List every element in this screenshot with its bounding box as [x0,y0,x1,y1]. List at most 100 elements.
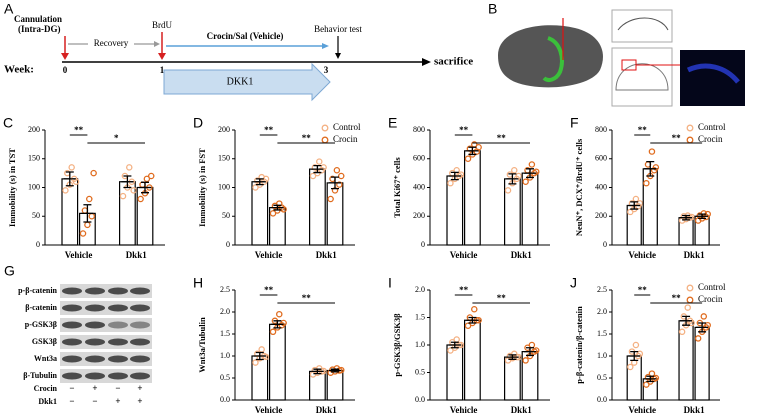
error-bar [448,341,461,349]
data-point [528,341,536,349]
data-point [652,374,660,382]
legend-label: Control [698,282,726,292]
week-label: Week: [4,64,34,76]
data-point [86,195,93,203]
bar [626,355,642,401]
data-point [515,172,522,180]
legend-marker [321,124,329,132]
data-point [464,155,472,162]
data-point [528,161,536,168]
data-point [464,322,472,329]
blot-band [62,355,82,363]
legend-marker [686,296,694,304]
data-point [62,187,69,194]
data-point [506,171,514,178]
data-point [627,363,634,371]
y-axis-label: Immobility (s) in TST [7,148,17,227]
y-axis-label: p-GSK3β/GSK3β [392,313,402,377]
y-tick-label: 0.5 [415,367,425,376]
y-tick-label: 800 [595,125,607,134]
data-point [532,347,540,354]
error-bar [680,315,693,326]
y-tick-label: 2.5 [597,285,607,294]
error-bar [139,181,151,194]
y-tick-label: 600 [413,154,425,163]
error-bar [311,368,324,375]
data-point [453,336,460,343]
data-point [320,164,327,171]
significance-label: ** [264,125,274,135]
data-point [648,148,656,155]
legend-marker [686,136,694,144]
data-point [532,168,540,175]
error-bar [506,173,519,185]
legend-label: Crocin [698,134,723,144]
data-point [137,195,144,203]
y-tick-label: 2.0 [597,307,607,316]
error-bar [628,201,641,210]
arrow-head [335,53,341,59]
arrow-head [322,43,329,49]
blot-row-label: β-catenin [25,303,57,312]
significance-label: ** [74,125,84,135]
bar [269,323,286,401]
significance-label: * [114,133,119,143]
y-axis-label: p-β-catenin/β-catenin [574,306,584,384]
error-bar [680,214,693,221]
significance-label: ** [459,125,469,135]
y-tick-label: 800 [413,125,425,134]
hippocampus [542,36,564,82]
error-bar [644,375,657,383]
condition-sign: − [69,396,74,406]
atlas-outline [617,17,669,31]
error-bar [271,204,284,211]
error-bar [524,168,536,179]
blot-band [85,321,105,329]
significance-label: ** [638,125,648,135]
blot-band [108,338,128,346]
data-point [327,195,334,203]
blot-row-label: p-β-catenin [18,286,57,295]
blot-band [108,287,128,295]
legend-label: Control [333,122,361,132]
condition-sign: + [137,396,142,406]
blot-band [62,372,82,380]
y-tick-label: 50 [222,211,230,220]
x-tick-label: Dkk1 [316,405,338,415]
data-point [511,350,518,358]
data-point [504,187,512,194]
y-tick-label: 1.5 [415,312,425,321]
error-bar [506,354,519,360]
blot-band [130,372,150,380]
bar [309,168,326,246]
y-tick-label: 0.0 [597,395,607,404]
panel-letter: E [388,115,397,131]
error-bar [524,347,536,357]
treatment-label: Crocin/Sal (Vehicle) [207,31,284,41]
y-tick-label: 50 [32,211,40,220]
atlas-coronal [611,47,673,107]
bar [504,356,521,401]
error-bar [329,368,341,373]
y-tick-label: 0.0 [415,395,425,404]
data-point [276,310,283,318]
panel-letter: G [4,263,15,279]
y-tick-label: 200 [28,125,40,134]
data-point [316,158,323,165]
y-axis-label: NeuN⁺, DCX⁺/BrdU⁺ cells [574,138,584,236]
error-bar [253,351,266,361]
significance-label: ** [459,285,469,295]
y-tick-label: 150 [28,154,40,163]
blot-band [130,355,150,363]
data-point [684,304,691,311]
y-tick-label: 2.0 [220,307,230,316]
condition-sign: − [69,383,74,393]
blot-band [130,287,150,295]
week-tick: 1 [160,65,165,75]
y-tick-label: 200 [595,211,607,220]
behavior-label: Behavior test [314,24,362,34]
legend-marker [686,124,694,132]
blot-band [130,321,150,329]
data-point [258,346,265,353]
cannulation-label: Cannulation [14,14,62,24]
